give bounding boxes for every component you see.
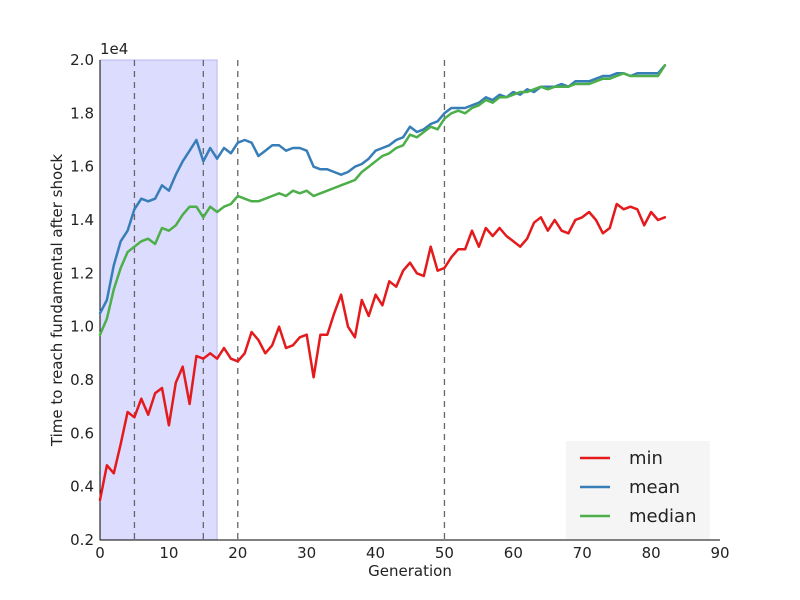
x-tick-label: 30: [297, 544, 316, 562]
series-line-median: [98, 64, 667, 336]
x-tick-label: 20: [228, 544, 247, 562]
x-tick-label: 60: [504, 544, 523, 562]
x-tick-label: 50: [435, 544, 454, 562]
legend-label-min: min: [629, 448, 663, 469]
x-tick-label: 0: [95, 544, 105, 562]
shaded-region: [99, 59, 218, 541]
x-axis-label: Generation: [368, 562, 452, 580]
axes: [99, 60, 720, 541]
x-tick-label: 40: [366, 544, 385, 562]
y-tick-label: 0.8: [70, 371, 94, 389]
legend-label-median: median: [629, 506, 696, 527]
x-tick-label: 70: [573, 544, 592, 562]
y-tick-label: 1.6: [70, 158, 94, 176]
ticks-layer: 0 10 20 30 40 50 60 70 80 90 0.2 0.4 0.6 0.8 1.0 1.2 1.4…: [70, 51, 729, 562]
y-axis-label: Time to reach fundamental after shock: [48, 154, 66, 447]
legend-items: min mean median: [580, 448, 696, 527]
vertical-lines-layer: [133, 60, 446, 540]
y-tick-label: 2.0: [70, 51, 94, 69]
y-tick-label: 0.6: [70, 424, 94, 442]
y-tick-label: 1.2: [70, 264, 94, 282]
series-line-min: [98, 202, 667, 502]
legend-label-mean: mean: [629, 477, 680, 498]
y-tick-label: 1.0: [70, 318, 94, 336]
y-tick-label: 0.4: [70, 478, 94, 496]
legend: min mean median: [566, 441, 710, 539]
x-tick-label: 80: [642, 544, 661, 562]
shaded-region-layer: [99, 59, 218, 541]
y-tick-label: 1.8: [70, 104, 94, 122]
x-tick-label: 90: [710, 544, 729, 562]
y-tick-label: 0.2: [70, 531, 94, 549]
x-tick-label: 10: [159, 544, 178, 562]
series-layer: [98, 64, 667, 502]
y-tick-label: 1.4: [70, 211, 94, 229]
y-axis-multiplier: 1e4: [100, 40, 128, 58]
